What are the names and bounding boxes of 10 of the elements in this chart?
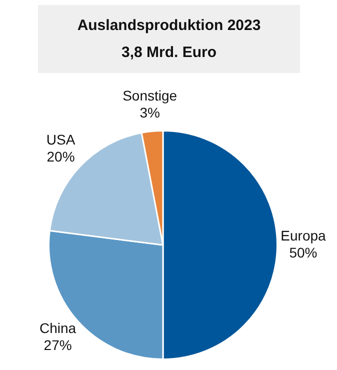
slice-label: China [40,320,76,336]
slice-label: Europa [280,227,326,244]
data-label: 20% [46,148,75,164]
slice-label: Sonstige [122,88,178,104]
data-label: 3% [140,104,160,121]
chart-title: Auslandsproduktion 2023 [76,17,262,34]
chart-subtitle: 3,8 Mrd. Euro [120,44,218,61]
data-label: 27% [44,337,72,354]
data-label: 50% [289,244,318,260]
slice-label: USA [46,131,76,148]
